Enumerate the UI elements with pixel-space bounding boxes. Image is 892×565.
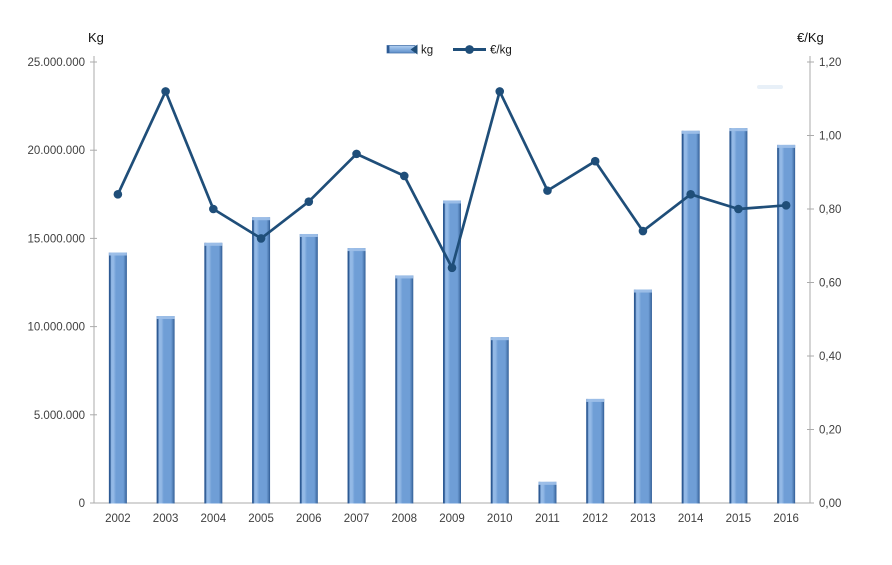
line-point-2002 bbox=[113, 190, 123, 199]
line-point-2004 bbox=[209, 204, 218, 214]
bar-top-bevel bbox=[681, 130, 700, 134]
bar-2009 bbox=[443, 200, 461, 504]
bar-2015 bbox=[729, 128, 748, 504]
x-axis-year-label: 2003 bbox=[153, 513, 179, 525]
right-axis-title: €/Kg bbox=[797, 30, 824, 45]
right-axis-tick-label: 1,20 bbox=[819, 57, 841, 69]
right-axis-tick-label: 1,00 bbox=[819, 131, 841, 143]
bar-top-bevel bbox=[777, 144, 796, 148]
x-axis-year-label: 2004 bbox=[201, 513, 227, 525]
x-axis-year-label: 2007 bbox=[344, 513, 370, 525]
left-axis-tick-label: 25.000.000 bbox=[27, 57, 85, 69]
bar-2003 bbox=[156, 316, 175, 504]
bar-top-bevel bbox=[490, 337, 509, 341]
line-series-eur-per-kg bbox=[113, 87, 791, 273]
line-point-2009 bbox=[447, 263, 457, 273]
line-point-2007 bbox=[352, 149, 361, 159]
line-point-2013 bbox=[638, 226, 648, 236]
bar-top-bevel bbox=[586, 398, 605, 402]
bar-top-bevel bbox=[204, 242, 223, 246]
x-axis-year-label: 2012 bbox=[582, 513, 608, 525]
left-axis-tick-label: 15.000.000 bbox=[27, 233, 85, 245]
bar-top-bevel bbox=[443, 200, 461, 204]
bar-2011 bbox=[538, 481, 557, 504]
right-axis-tick-label: 0,80 bbox=[819, 204, 841, 216]
left-axis-title: Kg bbox=[88, 30, 104, 45]
right-axis-tick-label: 0,60 bbox=[819, 278, 841, 290]
x-axis-year-label: 2008 bbox=[391, 513, 417, 525]
bar-top-bevel bbox=[633, 289, 652, 293]
bar-2013 bbox=[633, 289, 652, 504]
bar-2012 bbox=[586, 398, 605, 504]
left-axis-tick-label: 20.000.000 bbox=[27, 145, 85, 157]
bar-2014 bbox=[681, 130, 700, 504]
legend-kg-swatch-end bbox=[410, 44, 418, 55]
x-axis-year-label: 2011 bbox=[535, 513, 560, 525]
line-point-2011 bbox=[543, 186, 552, 195]
right-axis-tick-label: 0,20 bbox=[819, 425, 841, 437]
line-point-2016 bbox=[781, 201, 791, 210]
left-axis-tick-label: 5.000.000 bbox=[34, 410, 85, 422]
bar-2002 bbox=[108, 252, 127, 504]
x-axis-year-label: 2010 bbox=[487, 513, 513, 525]
bar-2016 bbox=[777, 144, 796, 504]
x-axis-year-label: 2015 bbox=[726, 513, 752, 525]
legend bbox=[386, 44, 486, 55]
line-point-2003 bbox=[161, 87, 170, 96]
bar-top-bevel bbox=[299, 233, 318, 237]
left-axis-tick-label: 0 bbox=[79, 498, 85, 510]
x-axis-year-label: 2005 bbox=[248, 513, 274, 525]
faint-artifact bbox=[757, 85, 783, 89]
bar-2005 bbox=[252, 217, 271, 504]
line-point-2010 bbox=[495, 87, 505, 96]
line-point-2015 bbox=[734, 204, 743, 214]
legend-kg-label: kg bbox=[421, 45, 433, 57]
x-axis-year-label: 2002 bbox=[105, 513, 131, 525]
x-axis-year-label: 2014 bbox=[678, 513, 704, 525]
bar-2008 bbox=[395, 275, 414, 504]
x-axis-year-label: 2016 bbox=[773, 513, 799, 525]
bar-2007 bbox=[347, 248, 366, 504]
bar-top-bevel bbox=[729, 128, 748, 132]
bar-top-bevel bbox=[156, 316, 175, 320]
line-point-2012 bbox=[590, 156, 600, 166]
left-axis-tick-label: 10.000.000 bbox=[27, 322, 85, 334]
x-axis-year-label: 2006 bbox=[296, 513, 322, 525]
bar-top-bevel bbox=[538, 481, 557, 485]
line-point-2005 bbox=[256, 234, 266, 243]
bar-top-bevel bbox=[252, 217, 271, 221]
bar-top-bevel bbox=[108, 252, 127, 256]
bar-top-bevel bbox=[395, 275, 414, 279]
bar-2006 bbox=[299, 233, 318, 504]
legend-kg-swatch bbox=[386, 45, 416, 54]
x-axis-year-label: 2013 bbox=[630, 513, 656, 525]
line-point-2006 bbox=[304, 197, 314, 206]
legend-eurkg-label: €/kg bbox=[490, 45, 512, 57]
bar-series-kg bbox=[108, 128, 796, 504]
bar-2010 bbox=[490, 337, 509, 504]
bar-2004 bbox=[204, 242, 223, 504]
legend-kg-swatch-cap bbox=[387, 45, 390, 53]
right-axis-tick-label: 0,00 bbox=[819, 498, 841, 510]
right-axis-tick-label: 0,40 bbox=[819, 351, 841, 363]
line-point-2014 bbox=[686, 190, 695, 199]
legend-eurkg-dot bbox=[465, 45, 474, 54]
line-point-2008 bbox=[399, 171, 409, 181]
bar-top-bevel bbox=[347, 248, 366, 252]
x-axis-year-label: 2009 bbox=[439, 513, 465, 525]
